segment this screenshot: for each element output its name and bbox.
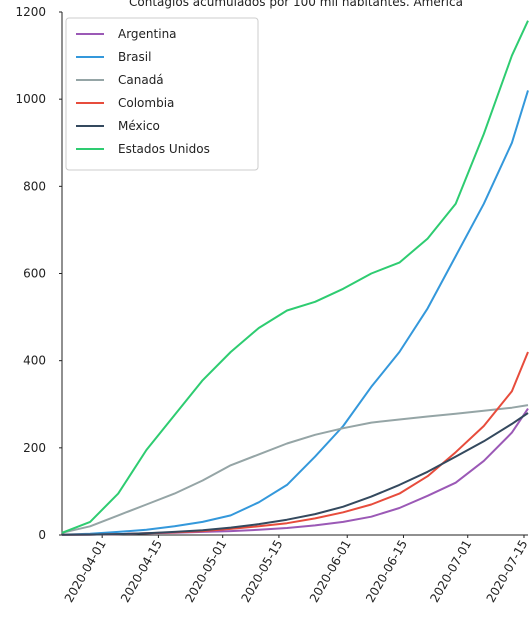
legend-box: [65, 17, 259, 171]
line-series: [61, 351, 529, 536]
legend: Argentina Brasil Canadá Colombia México Estad…: [65, 17, 259, 171]
legend-label: Estados Unidos: [118, 142, 210, 156]
x-tick-label: 2020-05-15: [239, 538, 286, 605]
line-series: [61, 412, 529, 536]
y-tick-label: 0: [38, 528, 46, 542]
line-series: [61, 20, 529, 534]
x-tick-label: 2020-04-15: [118, 538, 165, 605]
legend-label: Argentina: [118, 27, 177, 41]
chart-title: Contagios acumulados por 100 mil habitan…: [129, 0, 463, 9]
x-tick-label: 2020-07-15: [484, 538, 531, 605]
x-tick-label: 2020-06-01: [307, 538, 354, 605]
legend-label: Brasil: [118, 50, 151, 64]
x-tick-label: 2020-04-01: [62, 538, 109, 605]
legend-label: Colombia: [118, 96, 174, 110]
y-tick-label: 800: [23, 179, 46, 193]
legend-label: Canadá: [118, 73, 164, 87]
x-tick-label: 2020-06-15: [363, 538, 410, 605]
x-tick-label: 2020-05-01: [182, 538, 229, 605]
y-tick-label: 1000: [15, 92, 46, 106]
legend-label: México: [118, 119, 160, 133]
x-tick-label: 2020-07-01: [427, 538, 474, 605]
y-tick-label: 200: [23, 441, 46, 455]
line-series: [61, 90, 529, 536]
line-series: [61, 404, 529, 534]
y-tick-label: 400: [23, 354, 46, 368]
y-tick-label: 1200: [15, 5, 46, 19]
y-tick-label: 600: [23, 267, 46, 281]
